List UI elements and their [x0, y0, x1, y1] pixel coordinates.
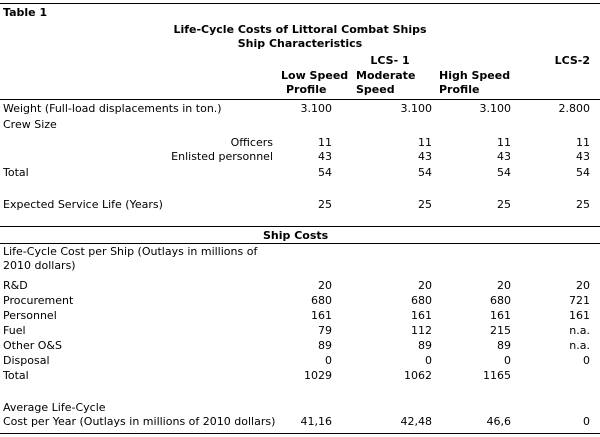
rnd-value: 20	[497, 279, 511, 292]
header-high-speed: High Speed Profile	[439, 69, 511, 96]
rnd-value: 20	[576, 279, 590, 292]
procurement-value: 680	[311, 294, 332, 307]
enlisted-value: 43	[576, 150, 590, 163]
officers-value: 11	[497, 136, 511, 149]
costs-intro: Life-Cycle Cost per Ship (Outlays in mil…	[3, 245, 258, 272]
service-life-value: 25	[418, 198, 432, 211]
row-label-weight: Weight (Full-load displacements in ton.)	[3, 102, 222, 115]
rnd-value: 20	[318, 279, 332, 292]
row-label-total-crew: Total	[3, 166, 29, 179]
total-crew-value: 54	[418, 166, 432, 179]
rnd-value: 20	[418, 279, 432, 292]
other-os-value: n.a.	[569, 339, 590, 352]
weight-value: 3.100	[479, 102, 512, 115]
row-label-average-cost: Average Life-Cycle Cost per Year (Outlay…	[3, 401, 276, 428]
row-label-service-life: Expected Service Life (Years)	[3, 198, 163, 211]
table-label: Table 1	[3, 6, 48, 19]
disposal-value: 0	[583, 354, 590, 367]
row-label-fuel: Fuel	[3, 324, 26, 337]
bottom-rule	[0, 433, 600, 434]
personnel-value: 161	[490, 309, 511, 322]
other-os-value: 89	[497, 339, 511, 352]
row-label-rnd: R&D	[3, 279, 28, 292]
row-label-other-os: Other O&S	[3, 339, 62, 352]
procurement-value: 680	[411, 294, 432, 307]
service-life-value: 25	[497, 198, 511, 211]
row-label-procurement: Procurement	[3, 294, 74, 307]
weight-value: 2.800	[558, 102, 591, 115]
fuel-value: 215	[490, 324, 511, 337]
top-rule	[0, 3, 600, 4]
procurement-value: 721	[569, 294, 590, 307]
service-life-value: 25	[318, 198, 332, 211]
row-label-personnel: Personnel	[3, 309, 57, 322]
average-cost-value: 0	[583, 415, 590, 428]
disposal-value: 0	[504, 354, 511, 367]
personnel-value: 161	[411, 309, 432, 322]
enlisted-value: 43	[318, 150, 332, 163]
disposal-value: 0	[325, 354, 332, 367]
disposal-value: 0	[425, 354, 432, 367]
average-cost-value: 41,16	[300, 415, 333, 428]
fuel-value: 79	[318, 324, 332, 337]
other-os-value: 89	[418, 339, 432, 352]
header-rule	[0, 99, 600, 100]
section-title-ship-costs: Ship Costs	[263, 229, 329, 242]
total-cost-value: 1062	[404, 369, 432, 382]
weight-value: 3.100	[400, 102, 433, 115]
header-lcs1: LCS- 1	[370, 54, 410, 67]
header-lcs2: LCS-2	[554, 54, 590, 67]
section-title-characteristics: Ship Characteristics	[237, 37, 363, 50]
row-label-crew-size: Crew Size	[3, 118, 57, 131]
section-rule	[0, 226, 600, 227]
fuel-value: 112	[411, 324, 432, 337]
other-os-value: 89	[318, 339, 332, 352]
table-title: Life-Cycle Costs of Littoral Combat Ship…	[173, 23, 427, 36]
enlisted-value: 43	[497, 150, 511, 163]
officers-value: 11	[418, 136, 432, 149]
header-moderate-speed: Moderate Speed	[356, 69, 416, 96]
officers-value: 11	[318, 136, 332, 149]
section-rule	[0, 243, 600, 244]
fuel-value: n.a.	[569, 324, 590, 337]
weight-value: 3.100	[300, 102, 333, 115]
average-cost-value: 46,6	[486, 415, 512, 428]
total-crew-value: 54	[497, 166, 511, 179]
personnel-value: 161	[311, 309, 332, 322]
total-cost-value: 1029	[304, 369, 332, 382]
total-cost-value: 1165	[483, 369, 511, 382]
total-crew-value: 54	[318, 166, 332, 179]
row-label-officers: Officers	[230, 136, 273, 149]
service-life-value: 25	[576, 198, 590, 211]
officers-value: 11	[576, 136, 590, 149]
total-crew-value: 54	[576, 166, 590, 179]
personnel-value: 161	[569, 309, 590, 322]
row-label-enlisted: Enlisted personnel	[171, 150, 273, 163]
row-label-total-cost: Total	[3, 369, 29, 382]
procurement-value: 680	[490, 294, 511, 307]
enlisted-value: 43	[418, 150, 432, 163]
row-label-disposal: Disposal	[3, 354, 50, 367]
average-cost-value: 42,48	[400, 415, 433, 428]
header-low-speed: Low Speed Profile	[281, 69, 349, 96]
